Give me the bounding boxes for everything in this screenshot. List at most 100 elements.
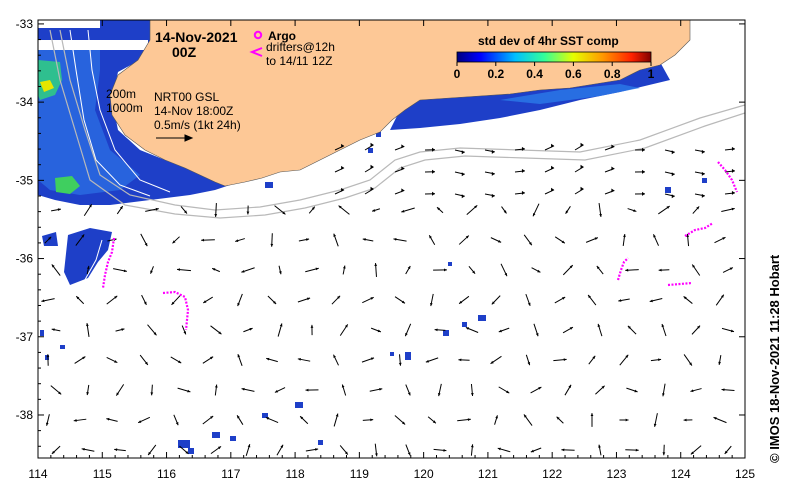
current-arrow-head xyxy=(266,357,270,361)
current-arrow-head xyxy=(551,187,555,192)
current-arrow-head xyxy=(372,209,376,212)
colorbar: std dev of 4hr SST comp 0 0.2 0.4 0.6 0.8 1 xyxy=(454,34,655,81)
sst-coverage-south-inner xyxy=(500,84,640,104)
colorbar-tick-label: 0 xyxy=(454,67,461,81)
current-arrow-head xyxy=(563,358,567,362)
current-arrow-head xyxy=(461,194,465,199)
isobath-200m xyxy=(59,29,745,211)
current-arrow-head xyxy=(474,205,478,209)
current-arrow-head xyxy=(465,327,470,330)
drifter-track xyxy=(717,161,739,193)
isobath-white-3 xyxy=(61,239,103,301)
current-arrow-head xyxy=(696,206,700,210)
current-arrow-head xyxy=(184,210,187,214)
current-arrow-head xyxy=(333,354,336,358)
current-arrow-head xyxy=(237,415,240,419)
current-arrow-head xyxy=(377,329,381,333)
current-arrow-head xyxy=(86,392,90,396)
current-arrow-head xyxy=(594,237,598,241)
current-arrow-head xyxy=(506,390,510,394)
current-arrow-head xyxy=(701,171,705,176)
colorbar-title: std dev of 4hr SST comp xyxy=(478,34,619,48)
current-arrow-head xyxy=(521,190,525,195)
current-arrow-head xyxy=(337,295,341,299)
current-arrow-head xyxy=(203,300,207,303)
current-arrow-head xyxy=(724,450,728,454)
contour-200m-label: 200m xyxy=(106,87,136,101)
current-arrow-head xyxy=(491,193,495,198)
current-arrow-head xyxy=(407,392,411,396)
latitude-axis: -33 -34 -35 -36 -37 -38 xyxy=(16,17,745,447)
current-arrow-head xyxy=(51,328,55,332)
current-arrow-head xyxy=(597,323,601,328)
current-arrow-head xyxy=(45,422,49,426)
current-arrow-head xyxy=(527,362,531,366)
current-arrow-head xyxy=(401,209,405,213)
current-arrow-head xyxy=(114,360,118,363)
current-arrow-head xyxy=(235,239,239,242)
current-arrow-head xyxy=(119,206,123,210)
current-arrow-head xyxy=(148,451,152,456)
current-arrow-head xyxy=(175,422,179,426)
current-arrow-head xyxy=(88,204,92,208)
argo-marker-icon xyxy=(253,30,263,40)
current-vectors xyxy=(41,142,735,457)
drifter-track xyxy=(101,237,116,289)
current-arrow-head xyxy=(280,444,284,448)
current-arrow-head xyxy=(341,187,345,192)
current-arrow-head xyxy=(379,387,383,391)
colorbar-gradient xyxy=(456,51,652,63)
current-arrow-head xyxy=(661,324,665,328)
current-arrow-head xyxy=(342,265,346,269)
current-arrow-head xyxy=(217,446,222,450)
current-model-label: NRT00 GSL xyxy=(154,90,219,104)
isobath-white-2 xyxy=(69,29,151,197)
current-arrow-head xyxy=(658,358,662,362)
current-arrow-head xyxy=(370,142,374,147)
current-arrow-head xyxy=(497,239,502,243)
lon-tick-label: 120 xyxy=(414,467,434,481)
current-arrow-head xyxy=(407,452,411,456)
current-arrow-head xyxy=(662,393,665,397)
current-arrow-head xyxy=(73,419,77,422)
lon-tick-label: 121 xyxy=(478,467,498,481)
drifter-track xyxy=(162,290,190,331)
lon-tick-label: 124 xyxy=(671,467,691,481)
current-arrow-head xyxy=(561,297,566,300)
current-arrow-head xyxy=(171,301,175,305)
current-arrow-head xyxy=(246,211,250,215)
current-arrow-head xyxy=(671,194,675,199)
current-arrow-head xyxy=(370,186,374,191)
current-arrow-head xyxy=(611,188,615,193)
current-arrow-head xyxy=(431,147,435,152)
current-arrow-head xyxy=(106,417,110,421)
current-arrow-head xyxy=(370,297,374,300)
current-arrow-head xyxy=(310,324,314,328)
drifter-marker-icon xyxy=(249,47,263,57)
current-arrow-head xyxy=(443,448,447,452)
longitude-axis: 114 115 116 117 118 119 120 121 122 123 124 125 xyxy=(28,20,755,481)
current-arrow-head xyxy=(634,389,638,393)
map-frame xyxy=(37,19,746,459)
current-arrow-head xyxy=(402,421,406,425)
current-arrow-head xyxy=(237,354,241,358)
current-arrow-head xyxy=(458,358,462,362)
current-arrow-head xyxy=(598,444,601,448)
current-arrow-head xyxy=(641,191,645,196)
current-arrow-head xyxy=(341,384,345,388)
current-arrow-head xyxy=(495,415,498,419)
colorbar-ticks: 0 0.2 0.4 0.6 0.8 1 xyxy=(454,62,655,81)
lon-tick-label: 116 xyxy=(157,467,176,481)
current-arrow-head xyxy=(521,146,525,151)
current-arrow-head xyxy=(720,294,724,298)
current-arrow-head xyxy=(431,191,435,196)
argo-legend: Argo drifters@12h to 14/11 12Z xyxy=(249,29,335,68)
current-arrow-head xyxy=(437,393,441,397)
current-arrow-head xyxy=(491,301,495,305)
lon-tick-label: 117 xyxy=(221,467,240,481)
current-arrow-head xyxy=(551,165,555,170)
current-arrow-head xyxy=(311,206,315,210)
current-arrow-head xyxy=(51,264,55,268)
current-arrow-head xyxy=(407,265,411,270)
